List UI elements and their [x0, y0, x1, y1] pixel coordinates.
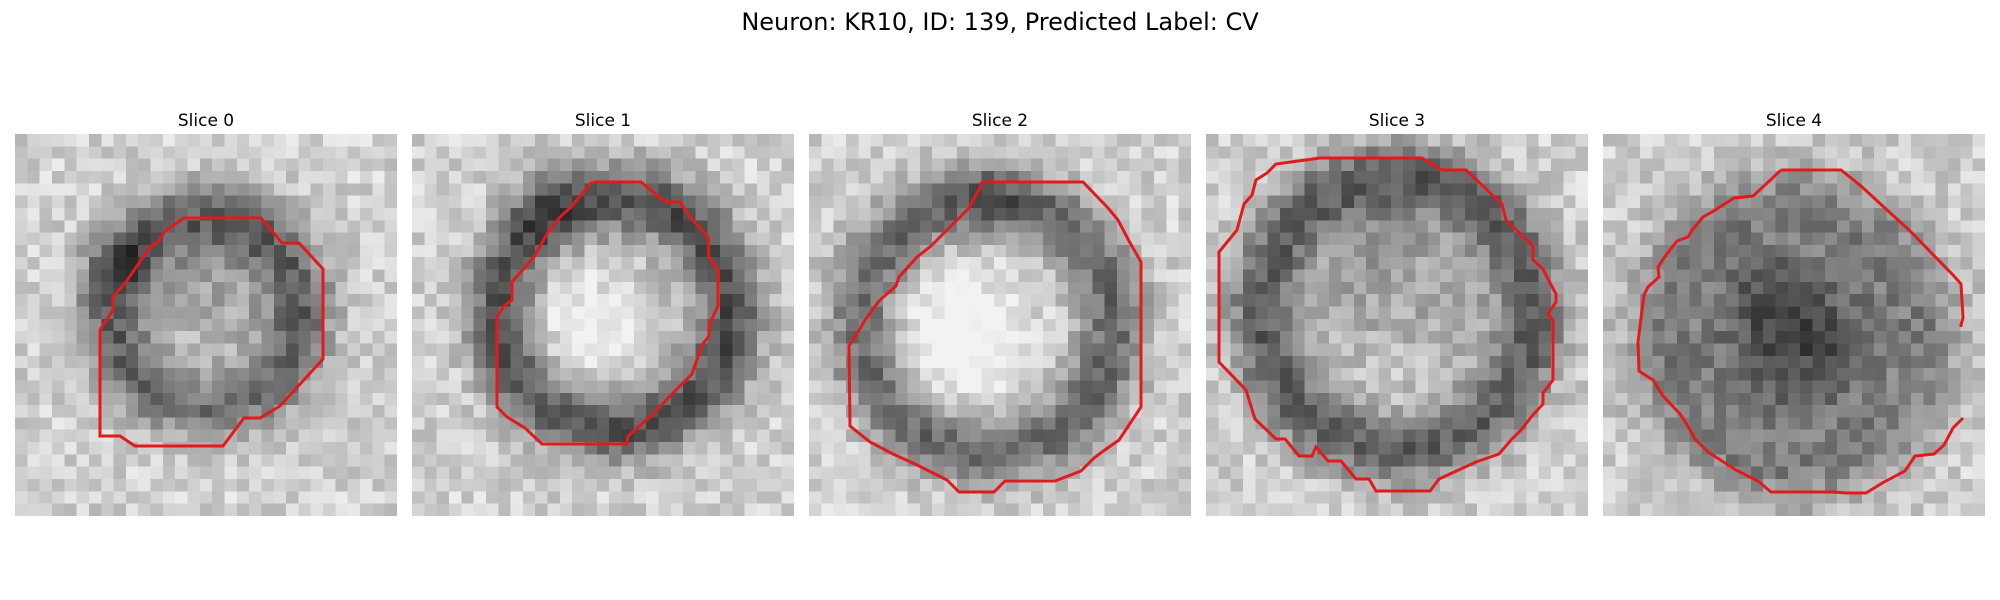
roi-contour-1: [495, 180, 720, 446]
slice-title-2: Slice 2: [971, 111, 1029, 131]
slice-image-2: [809, 134, 1191, 516]
slice-title-0: Slice 0: [177, 111, 235, 131]
slice-title-1: Slice 1: [574, 111, 632, 131]
slice-image-0: [15, 134, 397, 516]
slice-panel-2: Slice 2: [809, 108, 1191, 516]
roi-contour-2: [847, 180, 1143, 494]
slice-image-1: [412, 134, 794, 516]
slice-panel-1: Slice 1: [412, 108, 794, 516]
slice-title-4: Slice 4: [1765, 111, 1823, 131]
roi-contour-0: [98, 216, 325, 448]
roi-contour-4: [1781, 168, 1965, 327]
slice-title-3: Slice 3: [1368, 111, 1426, 131]
slice-panel-3: Slice 3: [1206, 108, 1588, 516]
roi-contour-4b: [1636, 168, 1965, 495]
roi-contour-3: [1217, 156, 1558, 493]
slice-image-3: [1206, 134, 1588, 516]
slice-panel-0: Slice 0: [15, 108, 397, 516]
figure-title: Neuron: KR10, ID: 139, Predicted Label: …: [741, 8, 1259, 36]
slice-panel-4: Slice 4: [1603, 108, 1985, 516]
slice-image-4: [1603, 134, 1985, 516]
